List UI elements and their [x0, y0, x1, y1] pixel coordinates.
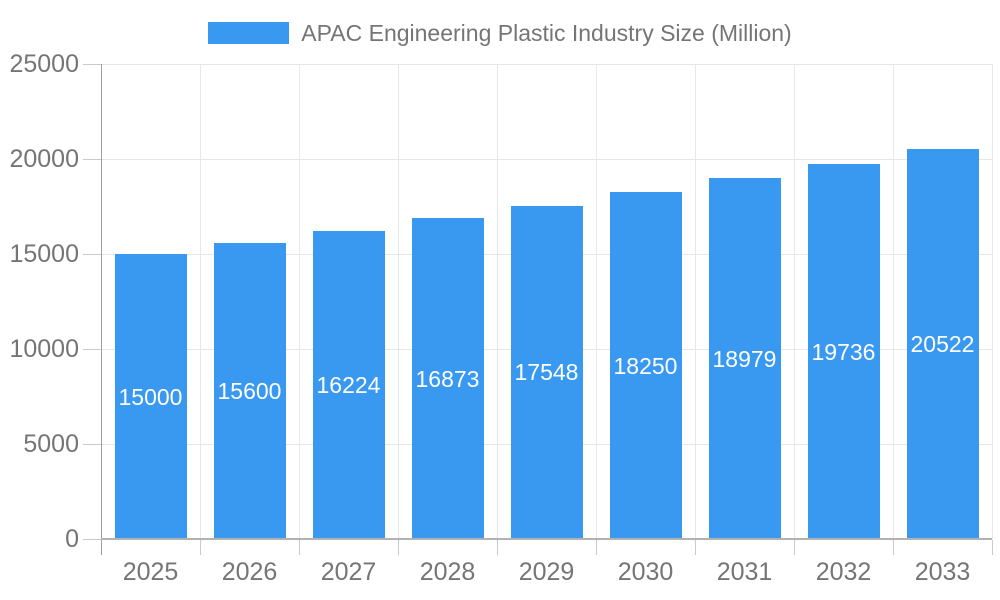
bar-value-label: 17548 [514, 359, 579, 386]
x-axis-line [101, 538, 992, 540]
y-axis-tick [83, 444, 101, 445]
bar-value-label: 16873 [415, 365, 480, 392]
y-axis-tick [83, 64, 101, 65]
x-gridline [496, 64, 498, 539]
bar-value-label: 15000 [118, 383, 183, 410]
bar-value-label: 15600 [217, 377, 282, 404]
bar-2031[interactable] [708, 178, 781, 539]
x-gridline [694, 64, 696, 539]
x-gridline [298, 64, 300, 539]
x-axis-tick-label: 2032 [815, 558, 872, 586]
x-gridline [397, 64, 399, 539]
bar-value-label: 18979 [712, 345, 777, 372]
bar-2030[interactable] [609, 192, 682, 539]
bar-value-label: 20522 [910, 331, 975, 358]
bar-2032[interactable] [807, 164, 880, 539]
y-axis-tick-label: 0 [65, 525, 79, 553]
x-axis-tick [397, 540, 399, 555]
x-axis-tick-label: 2025 [122, 558, 179, 586]
x-axis-tick-label: 2031 [716, 558, 773, 586]
y-axis-tick [83, 539, 101, 540]
bar-value-label: 19736 [811, 338, 876, 365]
x-axis-tick-label: 2028 [419, 558, 476, 586]
bar-2028[interactable] [411, 218, 484, 539]
x-axis-tick [892, 540, 894, 555]
y-axis-tick [83, 159, 101, 160]
y-axis-tick-label: 10000 [9, 335, 79, 363]
y-gridline [101, 158, 992, 160]
legend-label: APAC Engineering Plastic Industry Size (… [301, 20, 792, 46]
y-axis-tick-label: 15000 [9, 240, 79, 268]
x-gridline [892, 64, 894, 539]
x-axis-tick-label: 2030 [617, 558, 674, 586]
bar-2027[interactable] [312, 230, 385, 539]
bar-2025[interactable] [114, 254, 187, 539]
bar-value-label: 18250 [613, 352, 678, 379]
x-axis-tick [595, 540, 597, 555]
x-axis-tick-label: 2033 [914, 558, 971, 586]
x-axis-tick [298, 540, 300, 555]
x-axis-tick [694, 540, 696, 555]
bar-2029[interactable] [510, 205, 583, 539]
x-axis-tick-label: 2027 [320, 558, 377, 586]
bar-2033[interactable] [906, 149, 979, 539]
y-axis-tick-label: 5000 [23, 430, 79, 458]
y-gridline [101, 63, 992, 65]
plot-area: 0 5000 10000 15000 20000 25000 15000 2025 15600 2… [9, 50, 993, 586]
legend: APAC Engineering Plastic Industry Size (… [0, 20, 1000, 46]
legend-swatch-icon [208, 22, 290, 44]
x-gridline [199, 64, 201, 539]
bar-2026[interactable] [213, 242, 286, 539]
legend-item[interactable]: APAC Engineering Plastic Industry Size (… [208, 20, 792, 46]
y-axis-tick [83, 349, 101, 350]
x-axis-tick [991, 540, 993, 555]
x-axis-tick [496, 540, 498, 555]
x-axis-tick [793, 540, 795, 555]
x-gridline [793, 64, 795, 539]
y-axis-tick [83, 254, 101, 255]
y-axis-tick-label: 25000 [9, 50, 79, 78]
x-gridline [991, 64, 993, 539]
y-axis-line [101, 64, 102, 555]
bar-value-label: 16224 [316, 371, 381, 398]
x-axis-tick [199, 540, 201, 555]
y-axis-tick-label: 20000 [9, 145, 79, 173]
x-axis-tick-label: 2029 [518, 558, 575, 586]
x-gridline [595, 64, 597, 539]
x-axis-tick-label: 2026 [221, 558, 278, 586]
